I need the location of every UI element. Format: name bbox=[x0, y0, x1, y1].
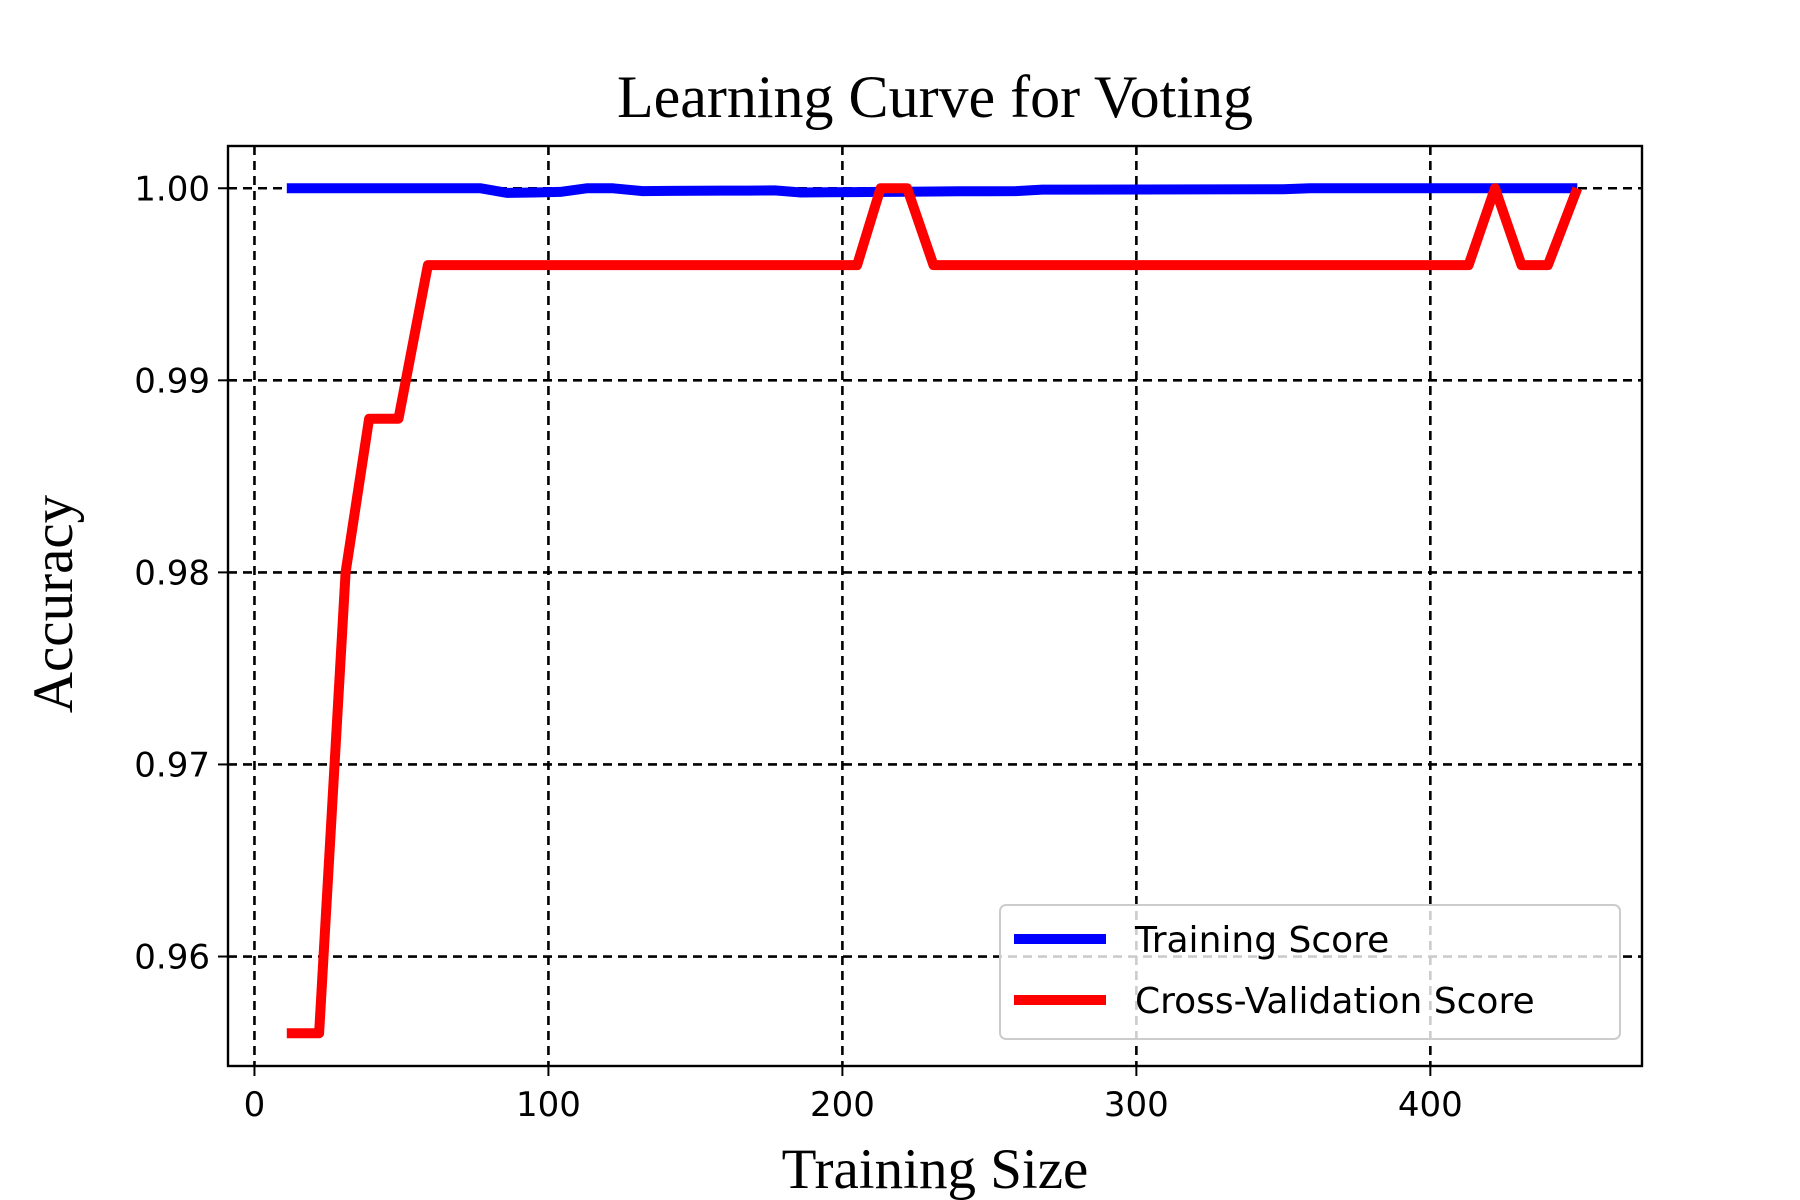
x-axis-label: Training Size bbox=[782, 1138, 1089, 1200]
legend: Training Score Cross-Validation Score bbox=[999, 904, 1621, 1040]
axis-ticks: 0 100 200 300 400 0.96 0.97 0.98 0.99 1.00 bbox=[134, 169, 1462, 1125]
legend-label-cross-validation: Cross-Validation Score bbox=[1135, 981, 1535, 1022]
y-tick-label: 0.96 bbox=[134, 938, 210, 978]
y-axis-label: Accuracy bbox=[22, 494, 85, 713]
series-lines bbox=[286, 183, 1582, 1039]
training-score-line bbox=[286, 183, 1578, 198]
chart-title: Learning Curve for Voting bbox=[617, 64, 1253, 130]
y-tick-label: 1.00 bbox=[134, 169, 210, 209]
x-tick-label: 400 bbox=[1398, 1085, 1463, 1125]
x-tick-label: 200 bbox=[810, 1085, 875, 1125]
legend-label-training: Training Score bbox=[1134, 920, 1389, 961]
y-tick-label: 0.99 bbox=[134, 361, 210, 401]
legend-box bbox=[999, 904, 1621, 1040]
y-tick-label: 0.98 bbox=[134, 553, 210, 593]
x-tick-label: 100 bbox=[516, 1085, 581, 1125]
x-tick-label: 300 bbox=[1104, 1085, 1169, 1125]
plot-area-frame bbox=[226, 144, 1644, 1068]
cross-validation-score-line bbox=[286, 183, 1582, 1039]
y-tick-label: 0.97 bbox=[134, 745, 210, 785]
x-tick-label: 0 bbox=[244, 1085, 266, 1125]
